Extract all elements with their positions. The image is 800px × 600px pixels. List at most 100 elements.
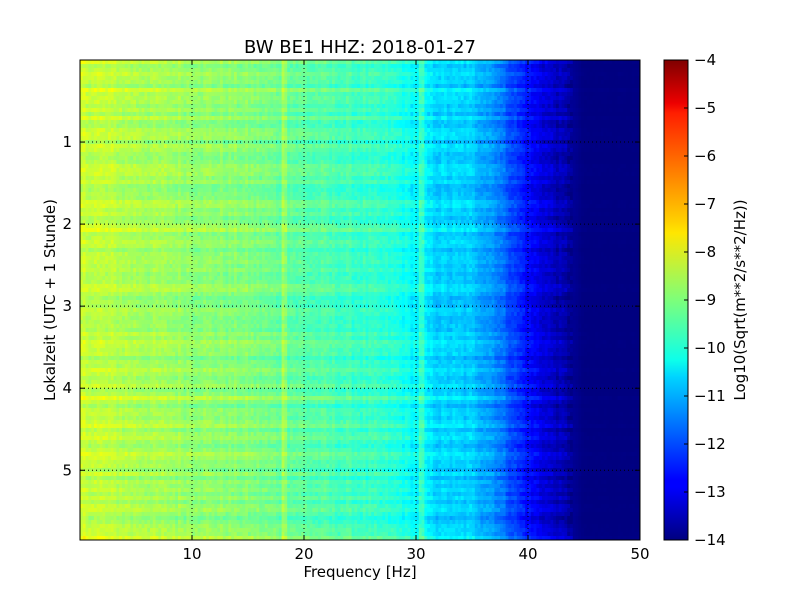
heatmap-cell (407, 80, 411, 85)
heatmap-cell (150, 92, 154, 97)
heatmap-cell (564, 116, 568, 121)
heatmap-cell (108, 108, 112, 113)
heatmap-cell (567, 104, 571, 109)
heatmap-cell (214, 80, 218, 85)
heatmap-cell (500, 68, 504, 73)
heatmap-cell (295, 120, 299, 125)
heatmap-cell (119, 116, 123, 121)
heatmap-cell (603, 136, 607, 141)
heatmap-cell (407, 116, 411, 121)
heatmap-cell (497, 96, 501, 101)
heatmap-cell (519, 116, 523, 121)
heatmap-cell (376, 68, 381, 73)
heatmap-cell (133, 132, 137, 137)
heatmap-cell (502, 136, 507, 141)
heatmap-cell (96, 116, 101, 121)
heatmap-cell (189, 84, 193, 89)
heatmap-cell (337, 104, 341, 109)
heatmap-cell (407, 100, 411, 105)
heatmap-cell (514, 80, 518, 85)
heatmap-cell (166, 72, 171, 77)
heatmap-cell (430, 104, 434, 109)
heatmap-cell (267, 96, 271, 101)
heatmap-cell (623, 76, 627, 81)
heatmap-cell (183, 84, 187, 89)
heatmap-cell (402, 140, 406, 145)
heatmap-cell (427, 92, 431, 97)
heatmap-cell (402, 96, 406, 101)
heatmap-cell (508, 120, 512, 125)
heatmap-cell (424, 124, 428, 129)
heatmap-cell (337, 88, 341, 93)
heatmap-cell (189, 96, 193, 101)
heatmap-cell (96, 120, 101, 125)
heatmap-cell (460, 60, 465, 65)
heatmap-cell (262, 116, 266, 121)
heatmap-cell (270, 124, 274, 129)
heatmap-cell (460, 96, 465, 101)
heatmap-cell (234, 100, 238, 105)
heatmap-cell (634, 68, 638, 73)
heatmap-cell (511, 136, 515, 141)
heatmap-cell (612, 136, 616, 141)
heatmap-cell (175, 116, 179, 121)
heatmap-cell (113, 128, 117, 133)
heatmap-cell (592, 128, 596, 133)
heatmap-cell (228, 60, 232, 65)
heatmap-cell (388, 128, 392, 133)
heatmap-cell (561, 144, 565, 149)
heatmap-cell (152, 124, 157, 129)
heatmap-cell (519, 140, 523, 145)
heatmap-cell (186, 128, 190, 133)
heatmap-cell (455, 136, 459, 141)
heatmap-cell (511, 60, 515, 65)
heatmap-cell (390, 92, 395, 97)
heatmap-cell (147, 120, 151, 125)
heatmap-cell (309, 76, 313, 81)
heatmap-cell (530, 112, 535, 117)
heatmap-cell (581, 100, 585, 105)
heatmap-cell (301, 92, 305, 97)
heatmap-cell (564, 112, 568, 117)
heatmap-cell (393, 132, 397, 137)
heatmap-cell (127, 96, 131, 101)
heatmap-cell (239, 144, 243, 149)
heatmap-cell (332, 140, 336, 145)
heatmap-cell (536, 88, 540, 93)
heatmap-cell (248, 64, 252, 69)
heatmap-cell (575, 144, 579, 149)
heatmap-cell (116, 60, 120, 65)
heatmap-cell (533, 132, 537, 137)
heatmap-cell (214, 68, 218, 73)
heatmap-cell (295, 60, 299, 65)
heatmap-cell (332, 128, 336, 133)
heatmap-cell (122, 140, 126, 145)
heatmap-cell (480, 80, 484, 85)
heatmap-cell (250, 132, 255, 137)
heatmap-cell (323, 64, 327, 69)
heatmap-cell (231, 80, 235, 85)
heatmap-cell (234, 88, 238, 93)
heatmap-cell (480, 132, 484, 137)
heatmap-cell (144, 100, 148, 105)
heatmap-cell (320, 104, 325, 109)
heatmap-cell (194, 104, 199, 109)
heatmap-cell (354, 72, 358, 77)
heatmap-cell (155, 140, 159, 145)
heatmap-cell (480, 76, 484, 81)
heatmap-cell (116, 84, 120, 89)
heatmap-cell (388, 108, 392, 113)
heatmap-cell (547, 140, 551, 145)
heatmap-cell (292, 68, 297, 73)
heatmap-cell (80, 80, 84, 85)
heatmap-cell (102, 104, 106, 109)
heatmap-cell (206, 116, 210, 121)
heatmap-cell (287, 120, 291, 125)
heatmap-cell (508, 128, 512, 133)
heatmap-cell (127, 112, 131, 117)
heatmap-cell (346, 108, 350, 113)
heatmap-cell (522, 88, 526, 93)
heatmap-cell (312, 100, 316, 105)
heatmap-cell (136, 72, 140, 77)
heatmap-cell (315, 120, 319, 125)
